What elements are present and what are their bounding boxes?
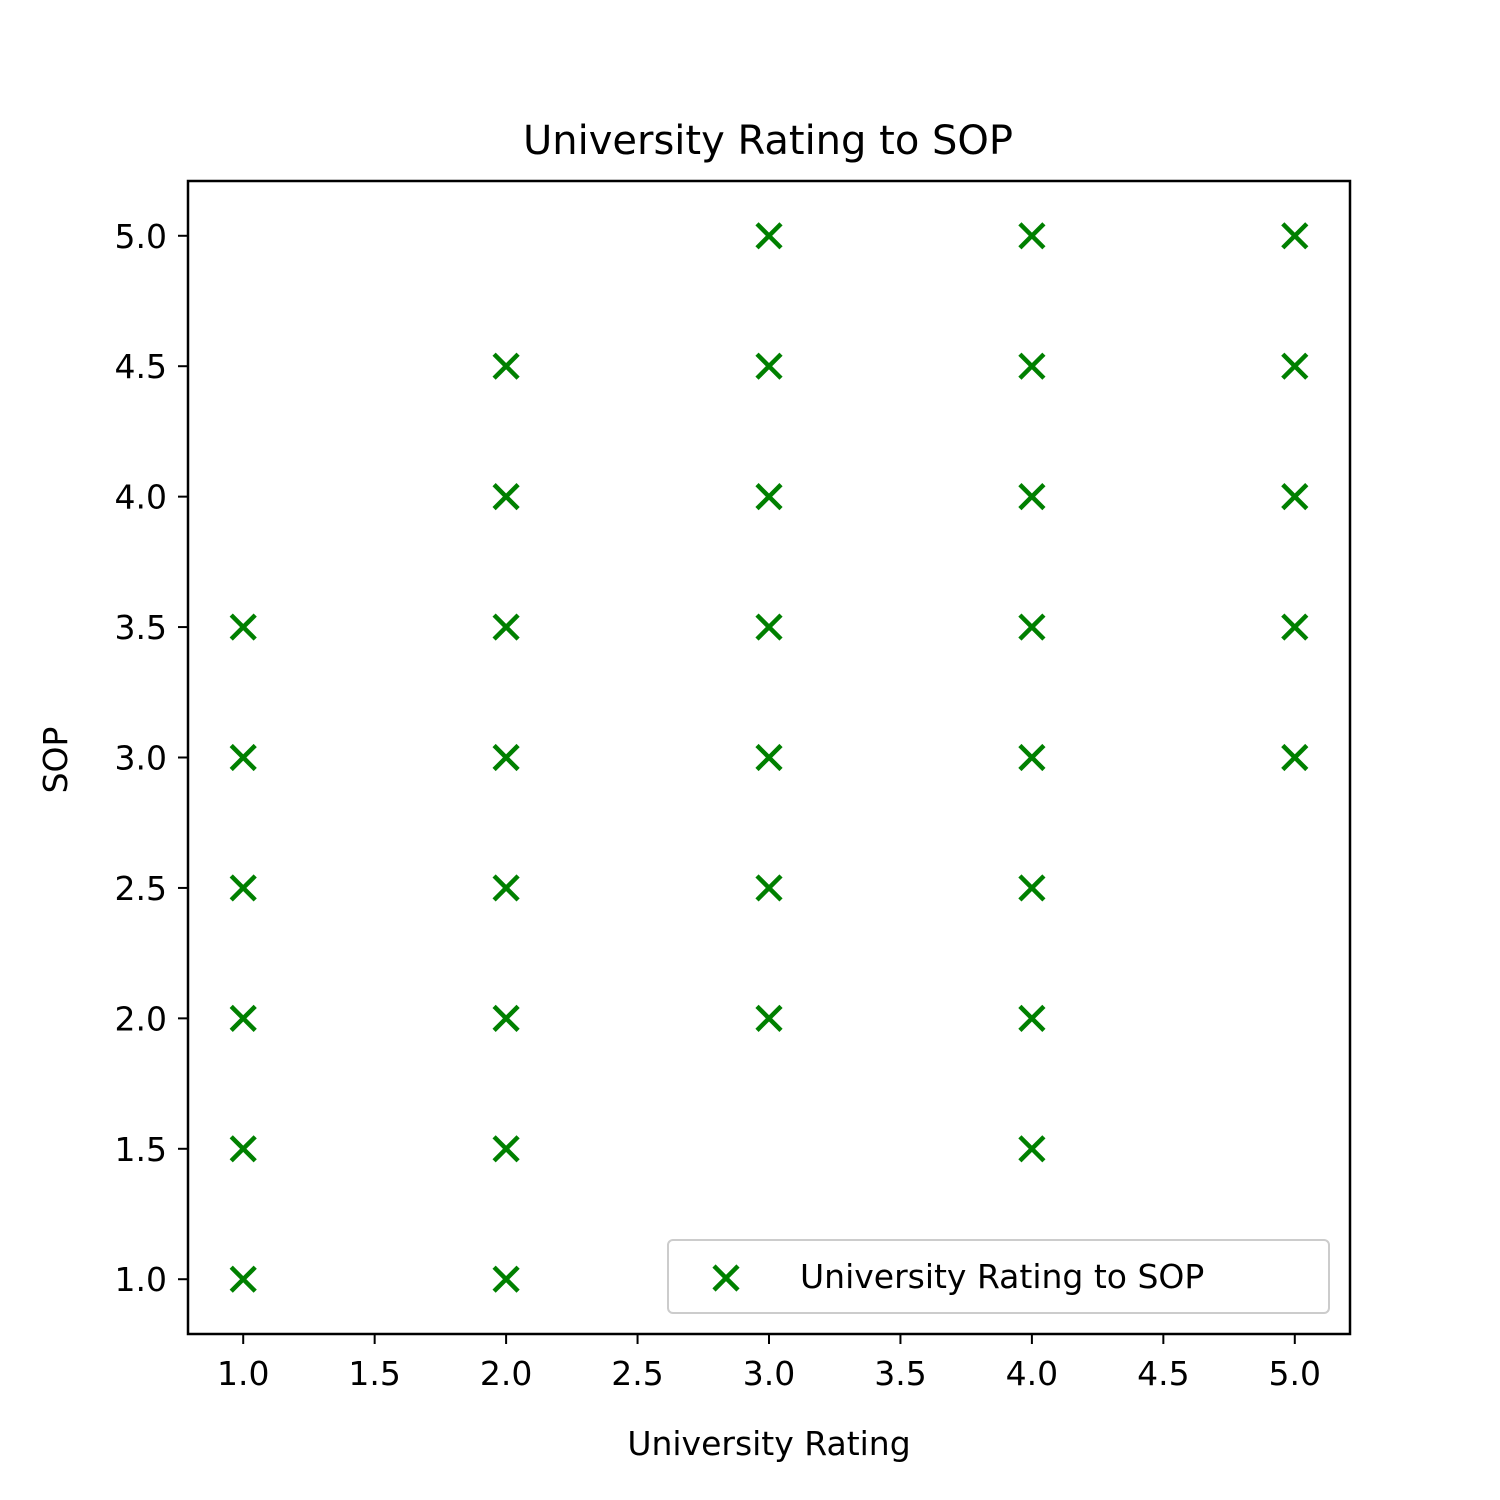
- x-tick-label: 2.0: [480, 1354, 532, 1393]
- data-point: [755, 743, 783, 772]
- data-point: [1018, 1004, 1046, 1032]
- data-point: [1018, 1135, 1046, 1163]
- x-tick-label: 4.5: [1137, 1354, 1189, 1393]
- data-point: [1018, 743, 1046, 772]
- y-tick-label: 3.5: [115, 608, 167, 647]
- data-point: [492, 1004, 520, 1032]
- x-tick-label: 3.5: [874, 1354, 926, 1393]
- y-tick-label: 5.0: [115, 217, 167, 256]
- legend-marker-x-icon: [712, 1264, 740, 1292]
- legend: University Rating to SOP: [667, 1239, 1330, 1314]
- data-point: [229, 613, 257, 641]
- data-point: [1281, 483, 1309, 511]
- data-point: [492, 483, 520, 511]
- legend-box: [667, 1239, 1330, 1314]
- y-axis-label: SOP: [36, 727, 75, 794]
- y-tick-label: 1.5: [115, 1130, 167, 1169]
- data-point: [755, 613, 783, 641]
- y-tick-label: 2.0: [115, 999, 167, 1038]
- y-tick-label: 1.0: [115, 1260, 167, 1299]
- data-point: [492, 1135, 520, 1163]
- data-point: [492, 613, 520, 641]
- legend-marker: [712, 1264, 740, 1292]
- x-tick-label: 1.5: [348, 1354, 400, 1393]
- x-axis-label: University Rating: [627, 1424, 910, 1463]
- y-tick-label: 3.0: [115, 739, 167, 778]
- data-point: [755, 352, 783, 380]
- scatter-points: [229, 222, 1309, 1293]
- data-point: [229, 1265, 257, 1293]
- data-point: [1018, 874, 1046, 902]
- chart-title: University Rating to SOP: [523, 118, 1013, 164]
- data-point: [755, 222, 783, 250]
- x-tick-label: 5.0: [1269, 1354, 1321, 1393]
- data-point: [492, 352, 520, 380]
- data-point: [755, 1004, 783, 1032]
- y-tick-label: 2.5: [115, 869, 167, 908]
- x-tick-label: 4.0: [1006, 1354, 1058, 1393]
- data-point: [1281, 613, 1309, 641]
- data-point: [1018, 483, 1046, 511]
- data-point: [1018, 352, 1046, 380]
- data-point: [229, 743, 257, 772]
- data-point: [492, 874, 520, 902]
- x-tick-label: 1.0: [217, 1354, 269, 1393]
- data-point: [1281, 352, 1309, 380]
- y-axis: 1.0 1.5 2.0 2.5 3.0 3.5 4.0 4.5 5.0: [115, 217, 188, 1299]
- data-point: [1281, 743, 1309, 772]
- data-point: [492, 1265, 520, 1293]
- data-point: [229, 1004, 257, 1032]
- x-tick-label: 2.5: [611, 1354, 663, 1393]
- y-tick-label: 4.0: [115, 478, 167, 517]
- data-point: [1018, 613, 1046, 641]
- x-tick-label: 3.0: [743, 1354, 795, 1393]
- data-point: [1281, 222, 1309, 250]
- data-point: [755, 874, 783, 902]
- data-point: [492, 743, 520, 772]
- y-tick-label: 4.5: [115, 347, 167, 386]
- legend-entry: University Rating to SOP: [800, 1257, 1204, 1296]
- data-point: [229, 1135, 257, 1163]
- data-point: [229, 874, 257, 902]
- data-point: [1018, 222, 1046, 250]
- x-axis: 1.0 1.5 2.0 2.5 3.0 3.5 4.0 4.5 5.0: [217, 1334, 1321, 1393]
- data-point: [755, 483, 783, 511]
